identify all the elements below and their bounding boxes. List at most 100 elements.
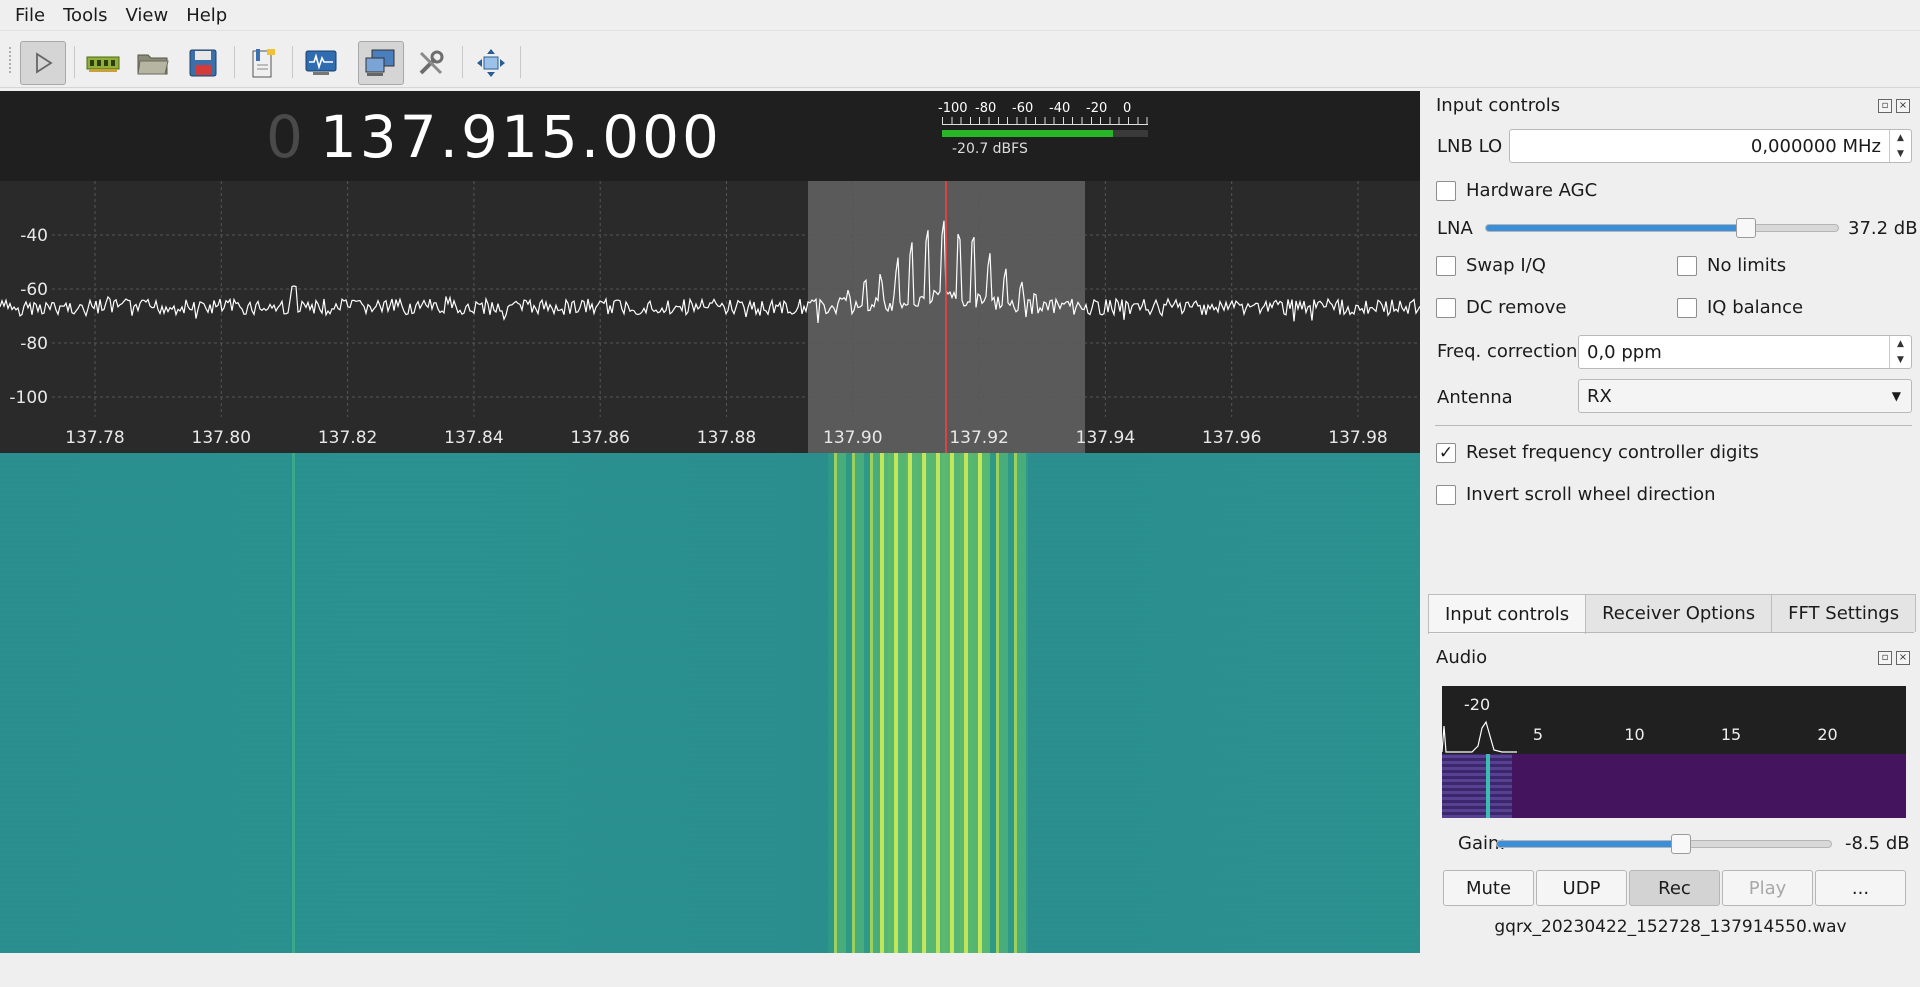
remote-icon — [365, 49, 395, 76]
fft-trace — [0, 220, 1420, 324]
hardware-agc-label: Hardware AGC — [1466, 180, 1598, 201]
play-icon — [36, 52, 53, 74]
dock-tabs: Input controls Receiver Options FFT Sett… — [1428, 594, 1917, 634]
fft-plot-svg[interactable]: 137.78 137.80 137.82 137.84 137.86 137.88 137.… — [0, 181, 1420, 453]
menu-file[interactable]: File — [15, 4, 46, 26]
io-devices-button[interactable] — [80, 41, 126, 85]
signal-meter: -100 -80 -60 -40 -20 0 -20.7 dBFS — [938, 101, 1150, 161]
save-icon — [189, 49, 217, 77]
waterfall-display[interactable] — [0, 453, 1420, 953]
gain-label: Gain: — [1458, 833, 1506, 854]
lna-slider[interactable] — [1485, 218, 1839, 238]
tab-input-controls[interactable]: Input controls — [1428, 594, 1587, 634]
x-tick-label: 137.94 — [1076, 428, 1135, 448]
meter-fill — [942, 130, 1113, 137]
toolbar-grip[interactable] — [8, 46, 12, 74]
gain-slider-handle[interactable] — [1670, 834, 1691, 854]
invert-scroll-checkbox[interactable] — [1436, 485, 1456, 505]
lna-label: LNA — [1437, 218, 1473, 239]
menu-help[interactable]: Help — [186, 4, 228, 26]
chevron-down-icon[interactable]: ▼ — [1891, 389, 1901, 403]
audio-options-button[interactable]: ... — [1815, 870, 1906, 906]
lna-value: 37.2 dB — [1848, 218, 1918, 239]
y-tick-label: -100 — [9, 388, 48, 408]
lnb-lo-label: LNB LO — [1437, 136, 1503, 157]
menu-bar: File Tools View Help — [0, 0, 1920, 31]
separator — [1435, 425, 1912, 426]
audio-trace — [1442, 720, 1517, 753]
frequency-controller[interactable]: 0 137.915.000 — [266, 103, 722, 171]
x-tick-label: 137.88 — [697, 428, 756, 448]
invert-scroll-label: Invert scroll wheel direction — [1466, 484, 1716, 505]
meter-scale-label: -100 — [938, 101, 968, 116]
dc-remove-label: DC remove — [1466, 297, 1567, 318]
fft-plot[interactable]: 137.78 137.80 137.82 137.84 137.86 137.88 137.… — [0, 181, 1420, 453]
tab-fft-settings[interactable]: FFT Settings — [1771, 594, 1917, 632]
audio-x-tick-label: 5 — [1533, 725, 1543, 744]
x-tick-label: 137.96 — [1202, 428, 1261, 448]
audio-x-tick-label: 15 — [1721, 725, 1741, 744]
antenna-label: Antenna — [1437, 387, 1513, 408]
save-button[interactable] — [180, 41, 226, 85]
recording-filename: gqrx_20230422_152728_137914550.wav — [1494, 917, 1847, 937]
spin-up-icon[interactable]: ▲ — [1897, 133, 1904, 143]
audio-y-label: -20 — [1464, 695, 1490, 714]
freq-correction-label: Freq. correction — [1437, 341, 1578, 362]
audio-title: Audio — [1436, 647, 1488, 668]
dock-float-icon[interactable]: ▫ — [1878, 651, 1892, 665]
mute-button[interactable]: Mute — [1443, 870, 1534, 906]
fit-icon — [477, 49, 505, 77]
dc-remove-checkbox[interactable] — [1436, 298, 1456, 318]
rec-button[interactable]: Rec — [1629, 870, 1720, 906]
antenna-select[interactable]: RX ▼ — [1578, 379, 1912, 413]
gain-slider-fill — [1497, 841, 1681, 847]
lnb-lo-spinner[interactable]: ▲ ▼ — [1889, 130, 1911, 162]
spin-up-icon[interactable]: ▲ — [1897, 339, 1904, 349]
tab-underline — [1428, 632, 1914, 633]
gain-slider[interactable] — [1496, 834, 1832, 854]
open-button[interactable] — [130, 41, 176, 85]
menu-view[interactable]: View — [125, 4, 169, 26]
remote-control-button[interactable] — [358, 41, 404, 85]
reset-digits-label: Reset frequency controller digits — [1466, 442, 1759, 463]
udp-button[interactable]: UDP — [1536, 870, 1627, 906]
spin-down-icon[interactable]: ▼ — [1897, 149, 1904, 159]
menu-tools[interactable]: Tools — [63, 4, 108, 26]
freq-correction-spinner[interactable]: ▲ ▼ — [1889, 336, 1911, 368]
lna-slider-fill — [1486, 225, 1747, 231]
swap-iq-checkbox[interactable] — [1436, 256, 1456, 276]
freq-correction-input[interactable]: 0,0 ppm ▲ ▼ — [1578, 335, 1912, 369]
no-limits-label: No limits — [1707, 255, 1787, 276]
meter-scale-label: -80 — [975, 101, 997, 116]
dock-close-icon[interactable]: × — [1896, 651, 1910, 665]
audio-fft-plot[interactable]: -20 5 10 15 20 — [1442, 686, 1906, 818]
hardware-agc-checkbox[interactable] — [1436, 181, 1456, 201]
fft-display-button[interactable] — [298, 41, 344, 85]
play-button[interactable]: Play — [1722, 870, 1813, 906]
no-limits-checkbox[interactable] — [1677, 256, 1697, 276]
fit-view-button[interactable] — [468, 41, 514, 85]
bookmark-icon — [252, 49, 275, 78]
tab-receiver-options[interactable]: Receiver Options — [1585, 594, 1773, 632]
reset-digits-checkbox[interactable]: ✓ — [1436, 443, 1456, 463]
audio-x-tick-label: 20 — [1817, 725, 1837, 744]
dock-close-icon[interactable]: × — [1896, 99, 1910, 113]
settings-button[interactable] — [408, 41, 454, 85]
bookmarks-button[interactable] — [240, 41, 286, 85]
start-dsp-button[interactable] — [20, 41, 66, 85]
x-tick-label: 137.90 — [823, 428, 882, 448]
frequency-leading-digit[interactable]: 0 — [266, 103, 306, 171]
antenna-value: RX — [1587, 385, 1612, 407]
meter-scale-label: -40 — [1049, 101, 1071, 116]
spin-down-icon[interactable]: ▼ — [1897, 355, 1904, 365]
lna-slider-handle[interactable] — [1736, 218, 1757, 238]
iq-balance-checkbox[interactable] — [1677, 298, 1697, 318]
x-tick-label: 137.78 — [65, 428, 124, 448]
meter-readout: -20.7 dBFS — [952, 141, 1028, 157]
x-tick-label: 137.82 — [318, 428, 377, 448]
waterfall-signal-core — [880, 453, 990, 953]
lnb-lo-input[interactable]: 0,000000 MHz ▲ ▼ — [1509, 129, 1912, 163]
x-tick-label: 137.84 — [444, 428, 503, 448]
dock-float-icon[interactable]: ▫ — [1878, 99, 1892, 113]
frequency-value[interactable]: 137.915.000 — [319, 103, 722, 171]
